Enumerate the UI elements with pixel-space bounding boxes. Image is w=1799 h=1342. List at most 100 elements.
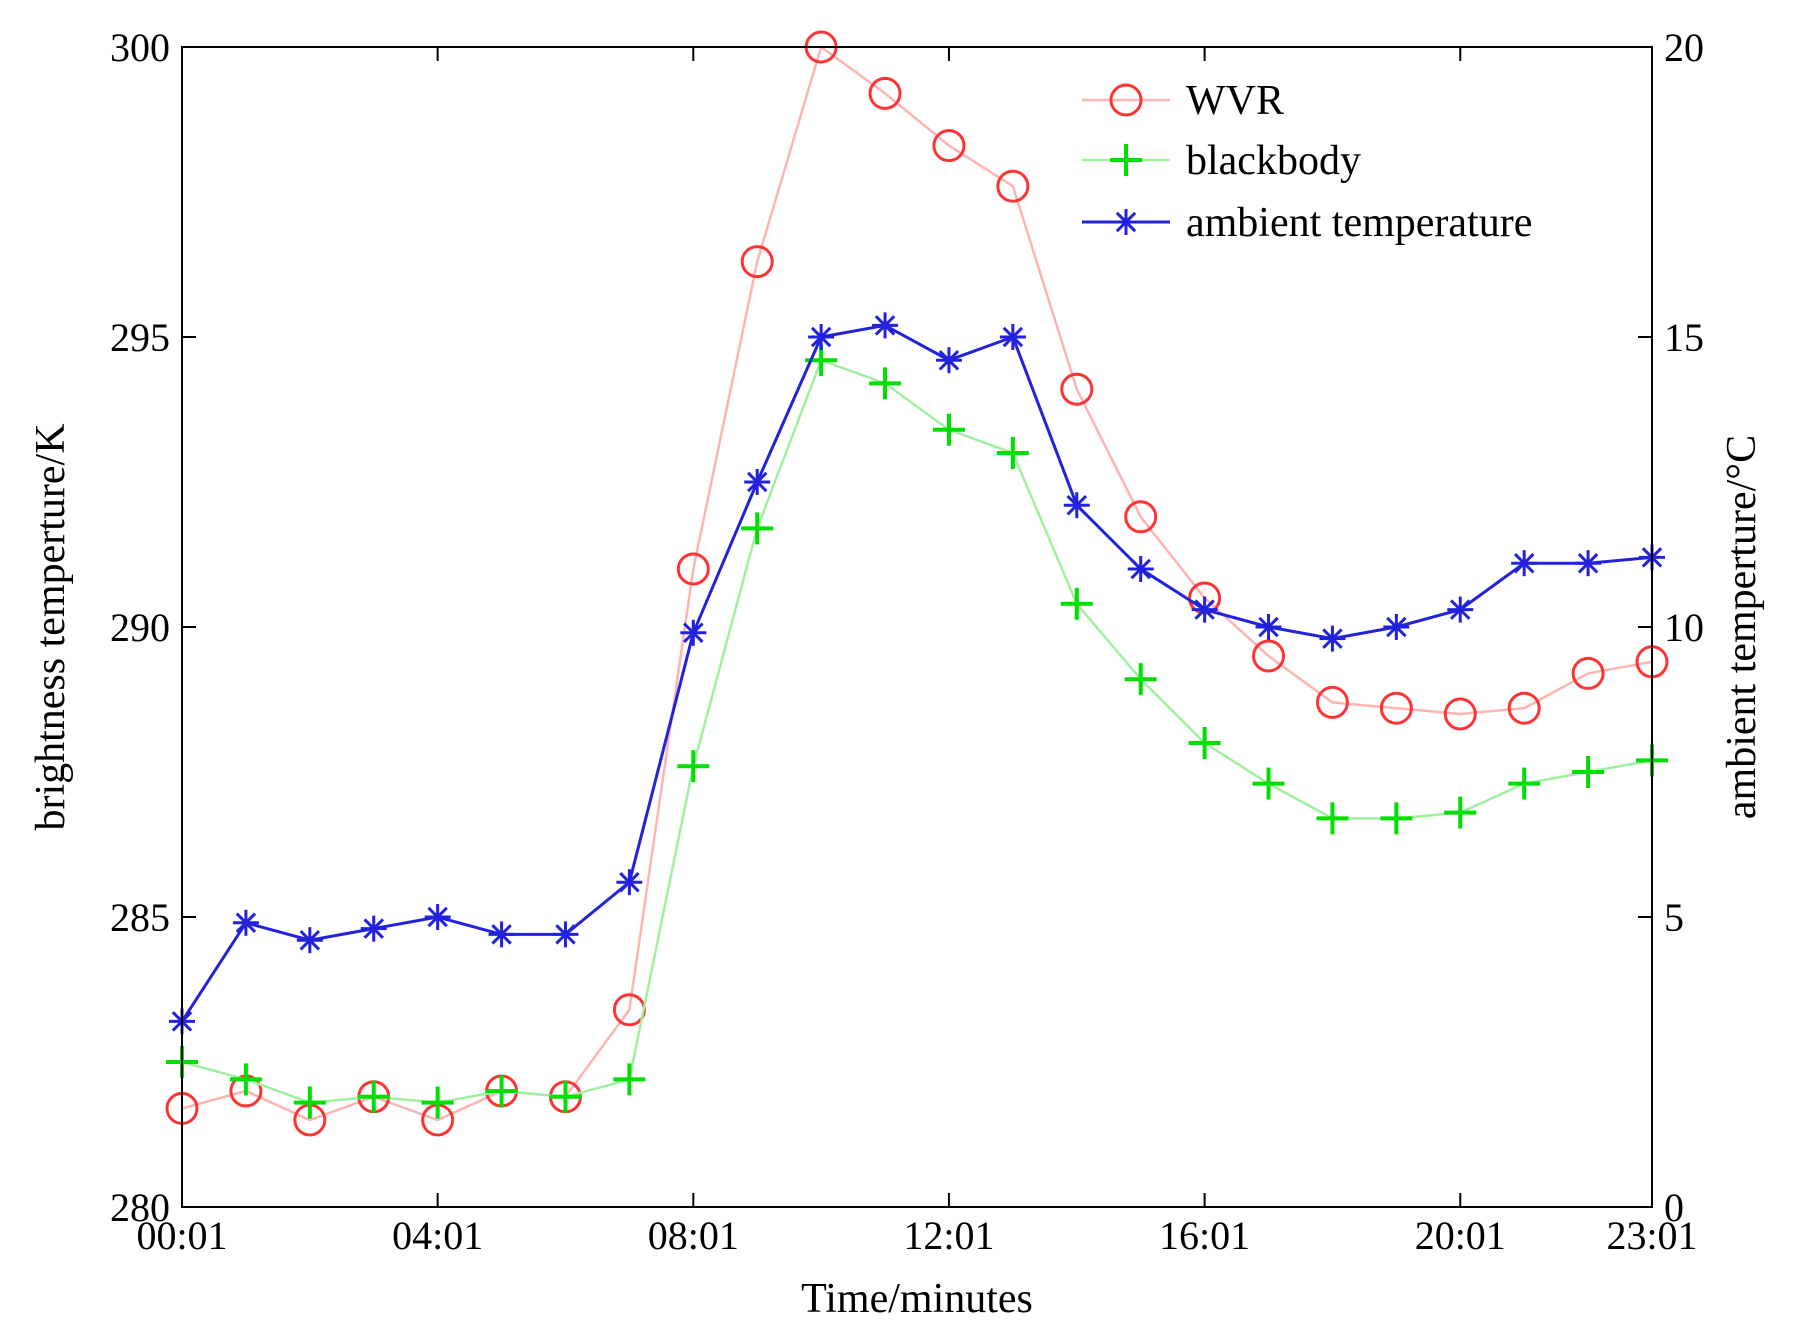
series-ambient-temperature	[169, 312, 1665, 1035]
data-point	[1444, 796, 1477, 829]
legend-item: WVR	[1082, 78, 1284, 124]
asterisk-stroke	[683, 622, 704, 644]
data-point	[357, 1080, 390, 1113]
data-point	[1572, 756, 1605, 788]
asterisk-stroke	[1513, 552, 1535, 574]
data-point	[1124, 500, 1158, 534]
data-point	[1191, 596, 1218, 623]
data-point	[740, 245, 774, 279]
data-point	[1379, 691, 1413, 725]
asterisk-stroke	[1115, 211, 1137, 233]
asterisk-stroke	[1258, 616, 1279, 638]
y2-tick-label: 20	[1664, 25, 1704, 70]
y2-axis-title: ambient temperture/°C	[1719, 435, 1765, 819]
data-point	[744, 469, 771, 495]
x-tick-label: 16:01	[1159, 1213, 1250, 1258]
series-line	[180, 323, 1653, 1023]
data-point	[1380, 802, 1413, 835]
data-point	[549, 1080, 582, 1113]
series-layer	[165, 30, 1669, 1137]
x-tick-label: 04:01	[392, 1213, 483, 1258]
data-point	[232, 909, 259, 936]
data-point	[1060, 587, 1093, 620]
series-blackbody	[166, 344, 1668, 1119]
asterisk-stroke	[363, 918, 384, 939]
legend-marker	[1110, 144, 1142, 176]
data-point	[1188, 727, 1221, 759]
data-point	[1124, 663, 1157, 696]
data-point	[868, 76, 902, 110]
data-point	[552, 921, 579, 948]
data-point	[616, 869, 643, 896]
legend: WVR blackbody ambient temperature	[1082, 78, 1532, 246]
data-point	[1507, 691, 1541, 725]
data-point	[1443, 697, 1477, 731]
data-point	[1063, 492, 1090, 519]
legend-item: blackbody	[1082, 138, 1361, 184]
asterisk-stroke	[1386, 616, 1407, 638]
y-tick-label: 300	[110, 25, 170, 70]
legend-label: WVR	[1186, 78, 1284, 124]
asterisk-stroke	[746, 471, 768, 493]
data-point	[808, 324, 835, 350]
data-point	[1511, 550, 1538, 577]
data-point	[1252, 767, 1285, 800]
data-point	[996, 169, 1030, 203]
y2-tick-label: 0	[1664, 1185, 1684, 1230]
data-point	[932, 413, 965, 446]
data-point	[360, 915, 387, 942]
series-line	[181, 358, 1653, 1104]
legend-marker	[1109, 83, 1143, 117]
data-point	[1252, 639, 1286, 673]
y-tick-label: 280	[110, 1185, 170, 1230]
x-tick-label: 20:01	[1415, 1213, 1506, 1258]
data-point	[1508, 767, 1541, 800]
data-point	[296, 927, 323, 954]
data-point	[421, 1086, 454, 1119]
data-point	[1383, 614, 1410, 640]
legend-item: ambient temperature	[1082, 200, 1532, 246]
asterisk-stroke	[1066, 494, 1088, 516]
data-point	[485, 1075, 518, 1107]
data-point	[1316, 802, 1349, 835]
data-point	[1571, 656, 1605, 690]
data-point	[613, 1063, 646, 1096]
data-point	[1127, 556, 1154, 582]
x-tick-label: 12:01	[903, 1213, 994, 1258]
data-point	[932, 129, 966, 163]
data-point	[741, 512, 774, 545]
data-point	[488, 921, 515, 948]
x-tick-label: 00:01	[136, 1213, 227, 1258]
asterisk-stroke	[1002, 326, 1024, 348]
data-point	[293, 1086, 326, 1119]
asterisk-stroke	[235, 912, 257, 934]
asterisk-stroke	[1577, 552, 1599, 574]
series-wvr	[165, 30, 1669, 1137]
legend-marker	[1113, 209, 1139, 235]
asterisk-stroke	[1322, 628, 1343, 649]
y-tick-label: 295	[110, 315, 170, 360]
y2-tick-label: 5	[1664, 895, 1684, 940]
asterisk-stroke	[874, 315, 896, 336]
asterisk-stroke	[619, 871, 640, 893]
asterisk-stroke	[938, 349, 960, 371]
data-point	[1319, 625, 1346, 652]
y-tick-label: 285	[110, 895, 170, 940]
data-point	[680, 619, 707, 646]
data-point	[935, 347, 962, 374]
x-tick-label: 08:01	[648, 1213, 739, 1258]
data-point	[1255, 614, 1282, 640]
legend-label: blackbody	[1186, 138, 1361, 184]
asterisk-stroke	[1450, 599, 1471, 620]
data-point	[676, 552, 710, 586]
data-point	[869, 367, 902, 400]
ticks-layer: 00:01 04:01 08:01 12:01 16:01 20:01 23:01 280 28…	[110, 25, 1704, 1258]
y2-tick-label: 10	[1664, 605, 1704, 650]
data-point	[1447, 596, 1474, 623]
data-point	[229, 1063, 262, 1096]
x-tick-label: 23:01	[1606, 1213, 1697, 1258]
asterisk-stroke	[555, 924, 576, 945]
data-point	[1575, 550, 1602, 577]
asterisk-stroke	[491, 924, 512, 945]
data-point	[872, 312, 899, 339]
